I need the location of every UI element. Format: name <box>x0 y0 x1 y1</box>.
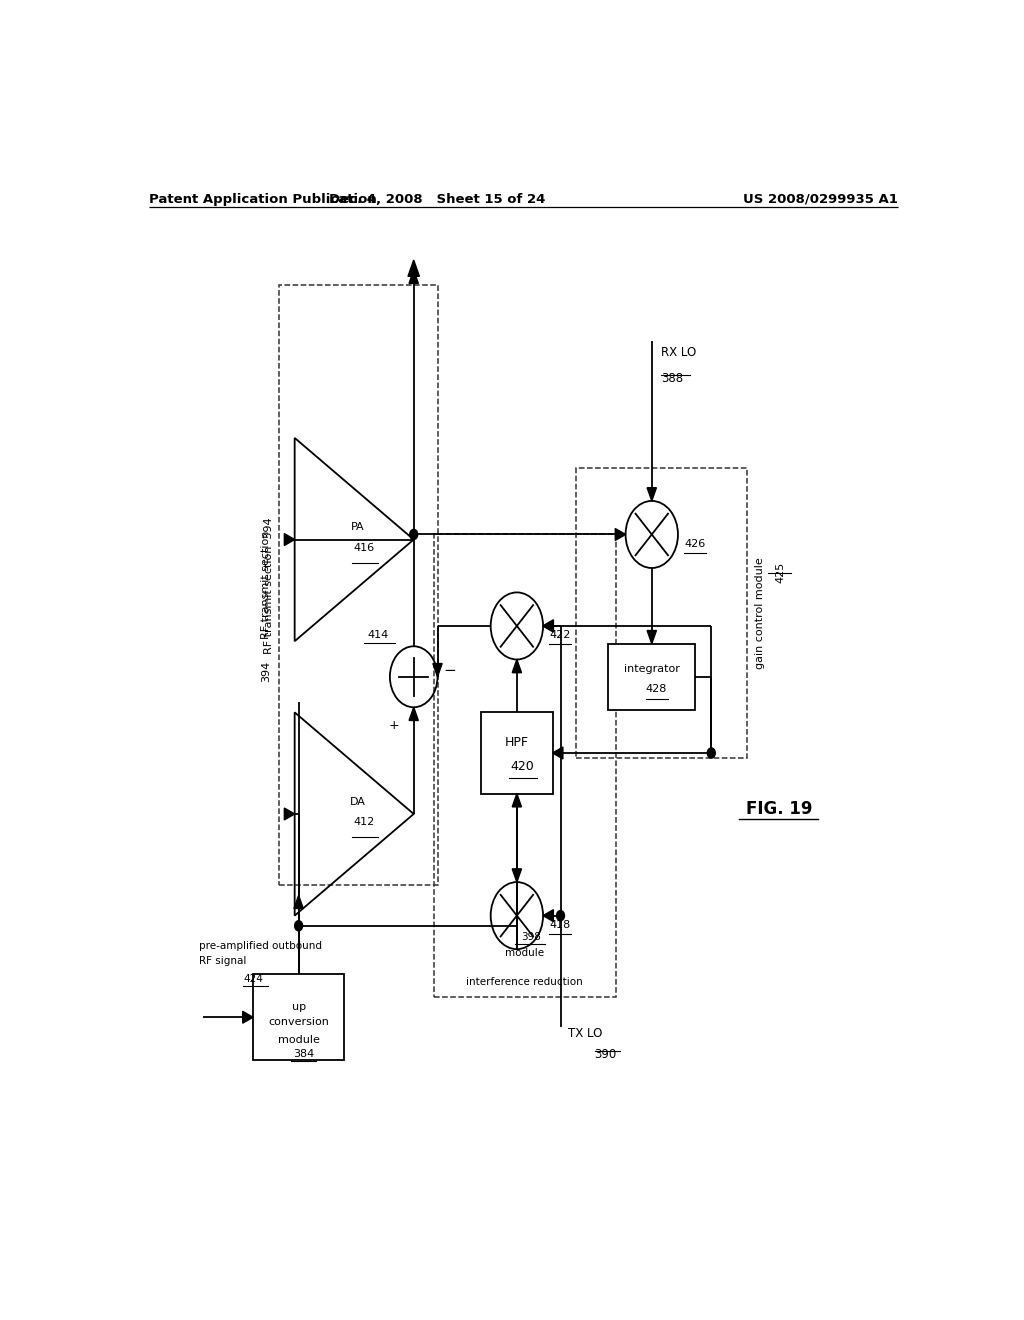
Polygon shape <box>553 747 563 759</box>
Text: RF signal: RF signal <box>200 957 247 966</box>
Text: 412: 412 <box>353 817 375 828</box>
Text: +: + <box>388 719 398 733</box>
Polygon shape <box>409 271 419 284</box>
Text: conversion: conversion <box>268 1018 329 1027</box>
Text: RF transmit section  394: RF transmit section 394 <box>264 517 274 653</box>
Text: FIG. 19: FIG. 19 <box>745 800 812 818</box>
Polygon shape <box>615 528 626 540</box>
Polygon shape <box>512 793 521 807</box>
Text: 422: 422 <box>550 630 570 640</box>
Circle shape <box>708 748 715 758</box>
Text: up: up <box>292 1002 306 1012</box>
Bar <box>279 285 437 886</box>
Polygon shape <box>408 260 420 276</box>
Polygon shape <box>285 808 295 820</box>
Circle shape <box>557 911 564 921</box>
Text: 384: 384 <box>293 1049 314 1059</box>
Bar <box>253 974 344 1060</box>
Text: RF transmit section: RF transmit section <box>261 531 270 639</box>
Polygon shape <box>433 664 442 677</box>
Text: 414: 414 <box>368 630 389 640</box>
Text: 390: 390 <box>595 1048 616 1061</box>
Text: DA: DA <box>350 797 367 807</box>
Text: 425: 425 <box>775 562 785 583</box>
Text: 418: 418 <box>550 920 570 929</box>
Polygon shape <box>512 869 521 882</box>
Polygon shape <box>647 487 656 500</box>
Polygon shape <box>409 708 419 721</box>
Text: 420: 420 <box>511 760 535 772</box>
Polygon shape <box>647 631 656 644</box>
Polygon shape <box>543 620 553 632</box>
Text: 388: 388 <box>662 372 683 385</box>
Polygon shape <box>543 620 553 632</box>
Text: 398: 398 <box>521 932 541 942</box>
Text: interference reduction: interference reduction <box>466 977 584 987</box>
Text: PA: PA <box>351 523 365 532</box>
Text: Patent Application Publication: Patent Application Publication <box>150 193 377 206</box>
Text: integrator: integrator <box>624 664 680 673</box>
Polygon shape <box>285 533 295 545</box>
Polygon shape <box>543 909 553 921</box>
Text: 426: 426 <box>684 539 706 549</box>
Text: module: module <box>278 1035 319 1044</box>
Bar <box>608 644 695 710</box>
Text: US 2008/0299935 A1: US 2008/0299935 A1 <box>743 193 898 206</box>
Text: TX LO: TX LO <box>568 1027 603 1040</box>
Text: 428: 428 <box>646 684 668 694</box>
Bar <box>577 469 748 758</box>
Text: pre-amplified outbound: pre-amplified outbound <box>200 941 323 952</box>
Circle shape <box>410 529 418 540</box>
Text: module: module <box>505 948 545 958</box>
Bar <box>433 535 616 997</box>
Bar <box>481 713 553 793</box>
Text: Dec. 4, 2008   Sheet 15 of 24: Dec. 4, 2008 Sheet 15 of 24 <box>330 193 546 206</box>
Text: 394: 394 <box>261 661 270 682</box>
Text: gain control module: gain control module <box>755 557 765 669</box>
Circle shape <box>295 921 303 931</box>
Text: HPF: HPF <box>505 737 528 750</box>
Polygon shape <box>243 1011 253 1023</box>
Text: −: − <box>443 663 457 678</box>
Polygon shape <box>294 895 303 908</box>
Polygon shape <box>512 660 521 673</box>
Text: RX LO: RX LO <box>662 346 696 359</box>
Text: 424: 424 <box>243 974 263 983</box>
Text: 416: 416 <box>353 543 374 553</box>
